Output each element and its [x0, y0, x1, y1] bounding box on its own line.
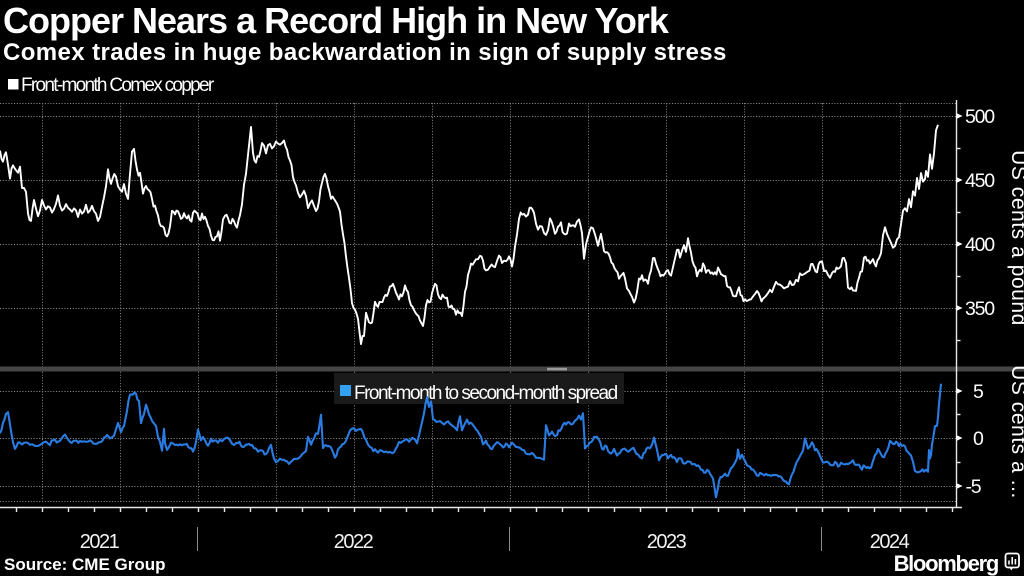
- svg-text:-5: -5: [966, 476, 982, 498]
- svg-text:Source: CME Group: Source: CME Group: [4, 555, 166, 574]
- svg-text:5: 5: [973, 381, 984, 403]
- svg-text:2021: 2021: [80, 531, 120, 553]
- svg-text:500: 500: [965, 106, 995, 128]
- svg-text:US cents a ...: US cents a ...: [1007, 365, 1024, 499]
- svg-text:450: 450: [965, 170, 995, 192]
- svg-text:Copper Nears a Record High in: Copper Nears a Record High in New York: [3, 0, 670, 41]
- svg-text:Bloomberg: Bloomberg: [894, 551, 998, 576]
- svg-text:US cents a pound: US cents a pound: [1007, 150, 1024, 326]
- svg-text:Front-month Comex copper: Front-month Comex copper: [21, 75, 215, 96]
- svg-text:2024: 2024: [870, 531, 910, 553]
- svg-text:350: 350: [965, 298, 995, 320]
- svg-text:Comex trades in huge backwarda: Comex trades in huge backwardation in si…: [3, 39, 727, 66]
- svg-text:2023: 2023: [647, 531, 687, 553]
- svg-text:2022: 2022: [334, 531, 374, 553]
- svg-text:0: 0: [973, 428, 984, 450]
- svg-text:400: 400: [965, 234, 995, 256]
- svg-text:Front-month to second-month sp: Front-month to second-month spread: [354, 383, 618, 404]
